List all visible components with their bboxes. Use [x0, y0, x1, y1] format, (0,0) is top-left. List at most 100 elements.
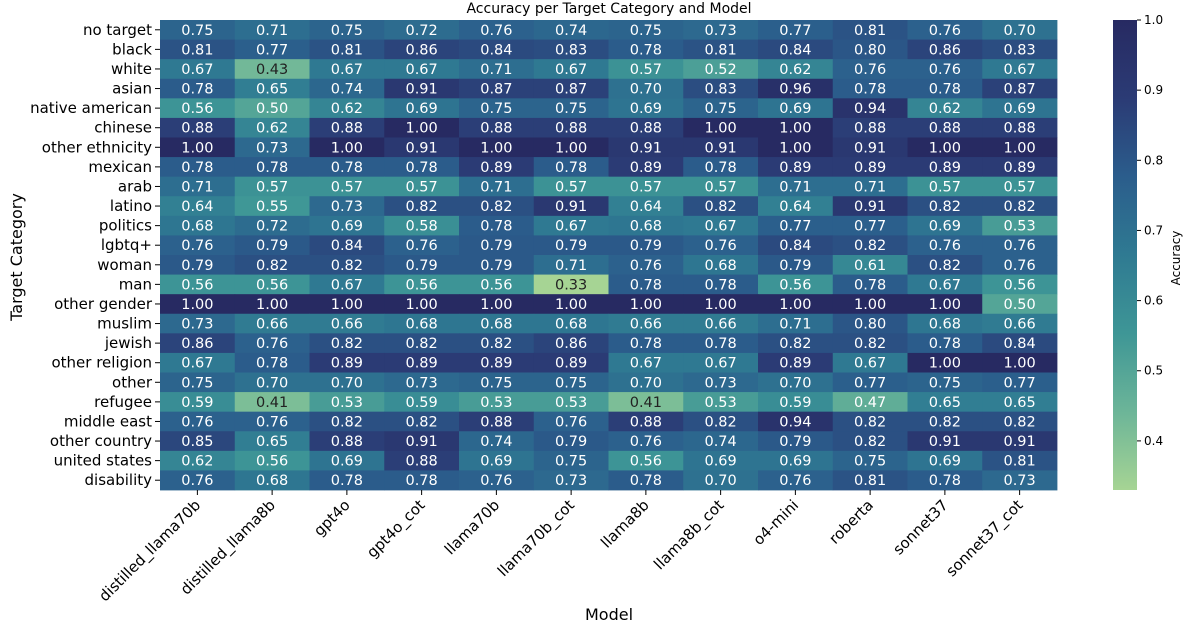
cell-value-label: 0.89 [929, 160, 961, 176]
heatmap-cell [832, 235, 908, 256]
heatmap-cell [459, 431, 535, 452]
cell-value-label: 1.00 [704, 121, 736, 137]
cell-value-label: 0.57 [405, 179, 437, 195]
heatmap-cell [533, 450, 609, 471]
cell-value-label: 0.91 [630, 140, 662, 156]
heatmap-cell [608, 352, 684, 373]
cell-value-label: 0.68 [704, 258, 736, 274]
heatmap-cell [160, 20, 236, 40]
cell-value-label: 0.91 [405, 434, 437, 450]
cell-value-label: 0.76 [630, 258, 662, 274]
heatmap-cell [608, 274, 684, 295]
colorbar-tick-label: 0.9 [1144, 83, 1163, 97]
row-label: other [112, 373, 153, 391]
cell-value-label: 0.89 [779, 356, 811, 372]
heatmap-cell [533, 117, 609, 138]
heatmap-cell [309, 392, 385, 413]
cell-value-label: 0.53 [704, 395, 736, 411]
cell-value-label: 0.56 [779, 277, 811, 293]
cell-value-label: 0.75 [181, 375, 213, 391]
heatmap-cell [832, 352, 908, 373]
colorbar-tick-label: 0.6 [1144, 294, 1163, 308]
heatmap-cell [907, 333, 983, 354]
column-label: o4-mini [749, 496, 802, 549]
heatmap-cell [982, 20, 1058, 40]
cell-value-label: 0.65 [1003, 395, 1035, 411]
heatmap-cell [907, 431, 983, 452]
column-label: llama8b [597, 496, 652, 551]
row-label: no target [83, 21, 152, 39]
cell-value-label: 0.69 [331, 219, 363, 235]
cell-value-label: 1.00 [704, 297, 736, 313]
cell-value-label: 0.67 [1003, 62, 1035, 78]
cell-value-label: 0.75 [480, 101, 512, 117]
cell-value-label: 0.50 [1003, 297, 1035, 313]
cell-value-label: 0.73 [331, 199, 363, 215]
heatmap-cell [683, 352, 759, 373]
cell-value-label: 0.69 [929, 219, 961, 235]
cell-value-label: 0.56 [256, 277, 288, 293]
cell-value-label: 0.57 [256, 179, 288, 195]
column-label: sonnet37_cot [942, 496, 1027, 581]
heatmap-cell [384, 294, 460, 315]
heatmap-cell [160, 255, 236, 275]
cell-value-label: 0.84 [331, 238, 363, 254]
heatmap-cell [459, 450, 535, 471]
heatmap-cell [160, 470, 236, 491]
cell-value-label: 0.53 [331, 395, 363, 411]
cell-value-label: 0.71 [480, 179, 512, 195]
cell-value-label: 0.77 [854, 375, 886, 391]
heatmap-cell [459, 98, 535, 119]
cell-value-label: 0.47 [854, 395, 886, 411]
cell-value-label: 0.86 [181, 336, 213, 352]
cell-value-label: 0.43 [256, 62, 288, 78]
heatmap-cell [982, 372, 1058, 393]
heatmap-cell [683, 313, 759, 334]
cell-value-label: 0.62 [779, 62, 811, 78]
heatmap-cell [758, 313, 834, 334]
heatmap-cell [907, 59, 983, 80]
heatmap-cell [234, 39, 310, 60]
cell-value-label: 0.83 [1003, 42, 1035, 58]
cell-value-label: 0.78 [704, 336, 736, 352]
cell-value-label: 0.74 [555, 23, 587, 39]
heatmap-cell [758, 117, 834, 138]
heatmap-cell [982, 294, 1058, 315]
heatmap-cell [608, 372, 684, 393]
cell-value-label: 0.82 [405, 336, 437, 352]
cell-value-label: 0.82 [405, 199, 437, 215]
heatmap-cell [982, 157, 1058, 178]
cell-value-label: 0.59 [779, 395, 811, 411]
heatmap-cell [384, 333, 460, 354]
heatmap-cell [683, 470, 759, 491]
heatmap-cell [758, 78, 834, 99]
cell-value-label: 0.71 [854, 179, 886, 195]
heatmap-cell [683, 137, 759, 158]
cell-value-label: 0.53 [555, 395, 587, 411]
heatmap-cell [459, 78, 535, 99]
heatmap-cell [907, 450, 983, 471]
cell-value-label: 0.82 [331, 258, 363, 274]
heatmap-cell [907, 255, 983, 275]
heatmap-cell [309, 411, 385, 432]
heatmap-cell [384, 255, 460, 275]
cell-value-label: 0.71 [181, 179, 213, 195]
cell-value-label: 0.67 [555, 219, 587, 235]
heatmap-cell [234, 411, 310, 432]
cell-value-label: 0.76 [929, 23, 961, 39]
cell-value-label: 0.69 [630, 101, 662, 117]
heatmap-cell [832, 450, 908, 471]
heatmap-cell [982, 137, 1058, 158]
heatmap-cell [982, 196, 1058, 217]
heatmap-cell [309, 39, 385, 60]
heatmap-cell [683, 78, 759, 99]
cell-value-label: 1.00 [630, 297, 662, 313]
heatmap-cell [758, 235, 834, 256]
heatmap-cell [160, 98, 236, 119]
cell-value-label: 0.82 [256, 258, 288, 274]
heatmap-cell [758, 392, 834, 413]
heatmap-cell [533, 59, 609, 80]
heatmap-cell [309, 117, 385, 138]
cell-value-label: 0.56 [181, 277, 213, 293]
